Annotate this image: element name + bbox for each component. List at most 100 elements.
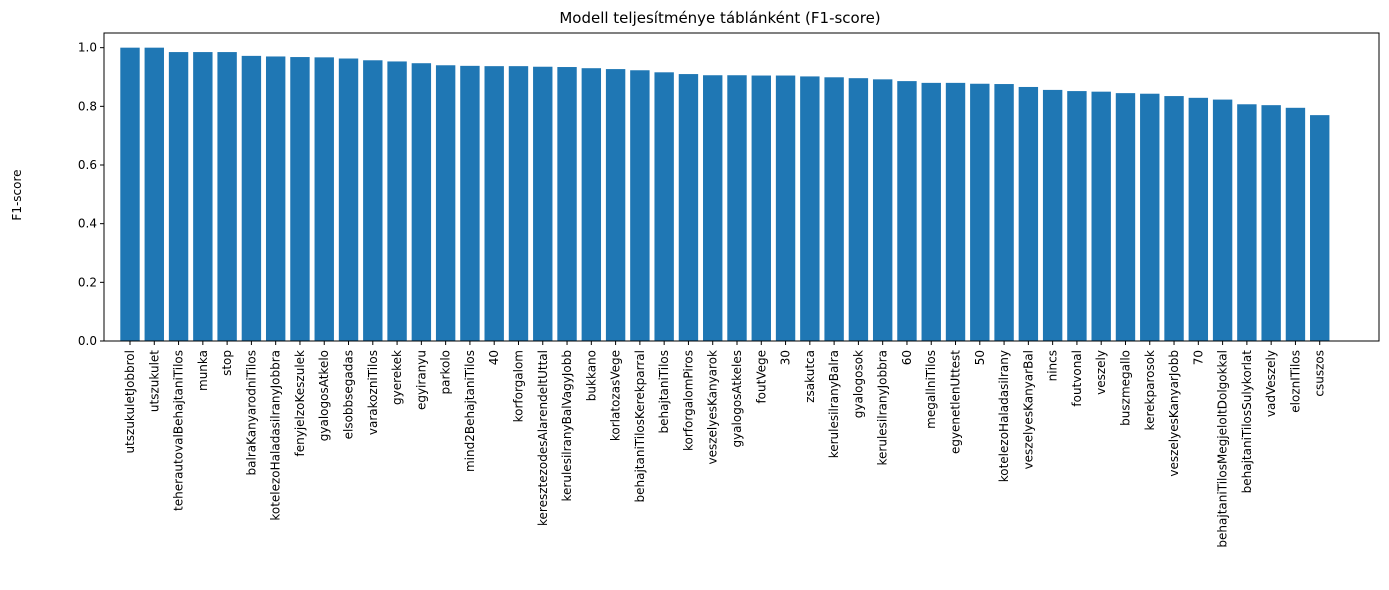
x-tick-label: foutvonal: [1070, 350, 1084, 407]
x-tick-label: kerekparosok: [1143, 350, 1157, 430]
bars: [120, 47, 1330, 342]
bar-stop: [217, 52, 237, 342]
x-tick-label: korlatozasVege: [609, 350, 623, 441]
bar-kerulesilranyBalVagyJobb: [557, 67, 577, 341]
x-axis-ticks: utszukuletJobbrol utszukulet teherautovalB…: [123, 341, 1327, 548]
x-tick-label: behajtaniTilosKerekparral: [633, 350, 647, 502]
bar-behajtaniTilos: [654, 72, 674, 341]
y-tick-label: 0.4: [78, 217, 97, 231]
bar-gyalogosAtkelo: [314, 57, 334, 341]
bar-behajtaniTilosKerekparral: [630, 70, 650, 342]
y-axis-ticks: 0.0 0.2 0.4 0.6 0.8 1.0: [78, 41, 104, 348]
x-tick-label: behajtaniTilosSulykorlat: [1240, 350, 1254, 494]
x-tick-label: veszelyesKanyarok: [706, 350, 720, 465]
bar-behajtaniTilosMegjeloltDolgokkal: [1212, 99, 1233, 341]
bar-veszely: [1091, 91, 1111, 342]
bar-foutvonal: [1067, 91, 1087, 341]
x-tick-label: mind2BehajtaniTilos: [463, 350, 477, 472]
x-tick-label: elsobbsegadas: [342, 350, 356, 439]
bar-nincs: [1042, 89, 1063, 341]
x-tick-label: munka: [196, 350, 210, 391]
bar-utszukuletJobbrol: [120, 47, 140, 342]
bar-kerulesilranyJobbra: [872, 79, 893, 341]
bar-kotelezoHaladasilrany: [994, 84, 1014, 341]
bar-egyenetlenUttest: [945, 82, 966, 341]
bar-elsobbsegadas: [338, 58, 359, 342]
y-tick-label: 0.6: [78, 158, 97, 172]
bar-behajtaniTilosSulykorlat: [1237, 104, 1257, 341]
bar-keresztezodesAlarendeltUttal: [533, 66, 553, 341]
x-tick-label: veszely: [1094, 350, 1108, 395]
x-tick-label: egyiranyu: [414, 350, 428, 410]
y-axis-label: F1-score: [10, 169, 24, 220]
x-tick-label: bukkano: [584, 350, 598, 401]
x-tick-label: utszukulet: [147, 350, 161, 412]
bar-30: [775, 75, 796, 342]
x-tick-label: 50: [973, 350, 987, 365]
bar-bukkano: [581, 68, 602, 341]
x-tick-label: behajtaniTilosMegjeloltDolgokkal: [1216, 350, 1230, 548]
bar-veszelyesKanyarok: [703, 75, 723, 342]
x-tick-label: megallniTilos: [924, 350, 938, 429]
bar-buszmegallo: [1115, 93, 1136, 341]
x-tick-label: buszmegallo: [1118, 350, 1132, 426]
x-tick-label: varakozniTilos: [366, 350, 380, 435]
x-tick-label: korforgalomPiros: [681, 350, 695, 451]
bar-kerulesilranyBalra: [824, 77, 844, 341]
x-tick-label: kerulesilranyBalVagyJobb: [560, 350, 574, 501]
plot-frame: [103, 32, 1380, 342]
bar-varakozniTilos: [363, 60, 383, 341]
bar-korlatozasVege: [605, 69, 626, 341]
bar-teherautovalBehajtaniTilos: [168, 52, 189, 342]
bar-zsakutca: [800, 76, 820, 341]
x-tick-label: balraKanyarodniTilos: [244, 350, 258, 475]
bar-veszelyesKanyarJobb: [1164, 96, 1184, 341]
x-tick-label: utszukuletJobbrol: [123, 350, 137, 454]
x-tick-label: nincs: [1046, 350, 1060, 381]
bar-korforgalom: [508, 66, 529, 341]
x-tick-label: kerulesilranyJobbra: [876, 350, 890, 465]
x-tick-label: stop: [220, 350, 234, 376]
bar-megallniTilos: [921, 82, 941, 341]
bar-veszelyesKanyarBal: [1018, 86, 1039, 342]
chart-title: Modell teljesítménye táblánként (F1-scor…: [559, 9, 880, 27]
y-tick-label: 0.2: [78, 275, 97, 289]
bar-40: [484, 66, 504, 341]
x-tick-label: keresztezodesAlarendeltUttal: [536, 350, 550, 526]
x-tick-label: 30: [779, 350, 793, 365]
x-tick-label: gyalogosAtkelo: [317, 350, 331, 441]
x-tick-label: gyalogosok: [851, 350, 865, 418]
x-tick-label: kotelezoHaladasilrany: [997, 350, 1011, 482]
y-tick-label: 0.0: [78, 334, 97, 348]
bar-balraKanyarodniTilos: [241, 55, 262, 341]
bar-csuszos: [1310, 115, 1330, 341]
x-tick-label: csuszos: [1313, 350, 1327, 397]
bar-vadVeszely: [1261, 105, 1281, 341]
x-tick-label: fenyjelzoKeszulek: [293, 350, 307, 457]
bar-mind2BehajtaniTilos: [460, 65, 480, 341]
bar-gyerekek: [387, 61, 407, 341]
bar-70: [1188, 97, 1209, 342]
x-tick-label: korforgalom: [511, 350, 525, 422]
x-tick-label: teherautovalBehajtaniTilos: [172, 350, 186, 511]
x-tick-label: behajtaniTilos: [657, 350, 671, 434]
bar-gyalogosAtkeles: [727, 75, 747, 342]
x-tick-label: kerulesilranyBalra: [827, 350, 841, 458]
bar-eloznITilos: [1285, 107, 1306, 341]
x-tick-label: 60: [900, 350, 914, 365]
x-tick-label: veszelyesKanyarBal: [1021, 350, 1035, 469]
bar-fenyjelzoKeszulek: [290, 57, 310, 341]
x-tick-label: veszelyesKanyarJobb: [1167, 350, 1181, 477]
bar-gyalogosok: [848, 78, 869, 341]
x-tick-label: 70: [1191, 350, 1205, 365]
x-tick-label: zsakutca: [803, 350, 817, 403]
x-tick-label: foutVege: [754, 350, 768, 404]
bar-kerekparosok: [1140, 93, 1160, 341]
x-tick-label: egyenetlenUttest: [949, 350, 963, 454]
bar-korforgalomPiros: [678, 74, 699, 342]
bar-foutVege: [751, 75, 771, 342]
x-tick-label: gyerekek: [390, 350, 404, 405]
y-tick-label: 0.8: [78, 99, 97, 113]
bar-munka: [193, 52, 213, 342]
